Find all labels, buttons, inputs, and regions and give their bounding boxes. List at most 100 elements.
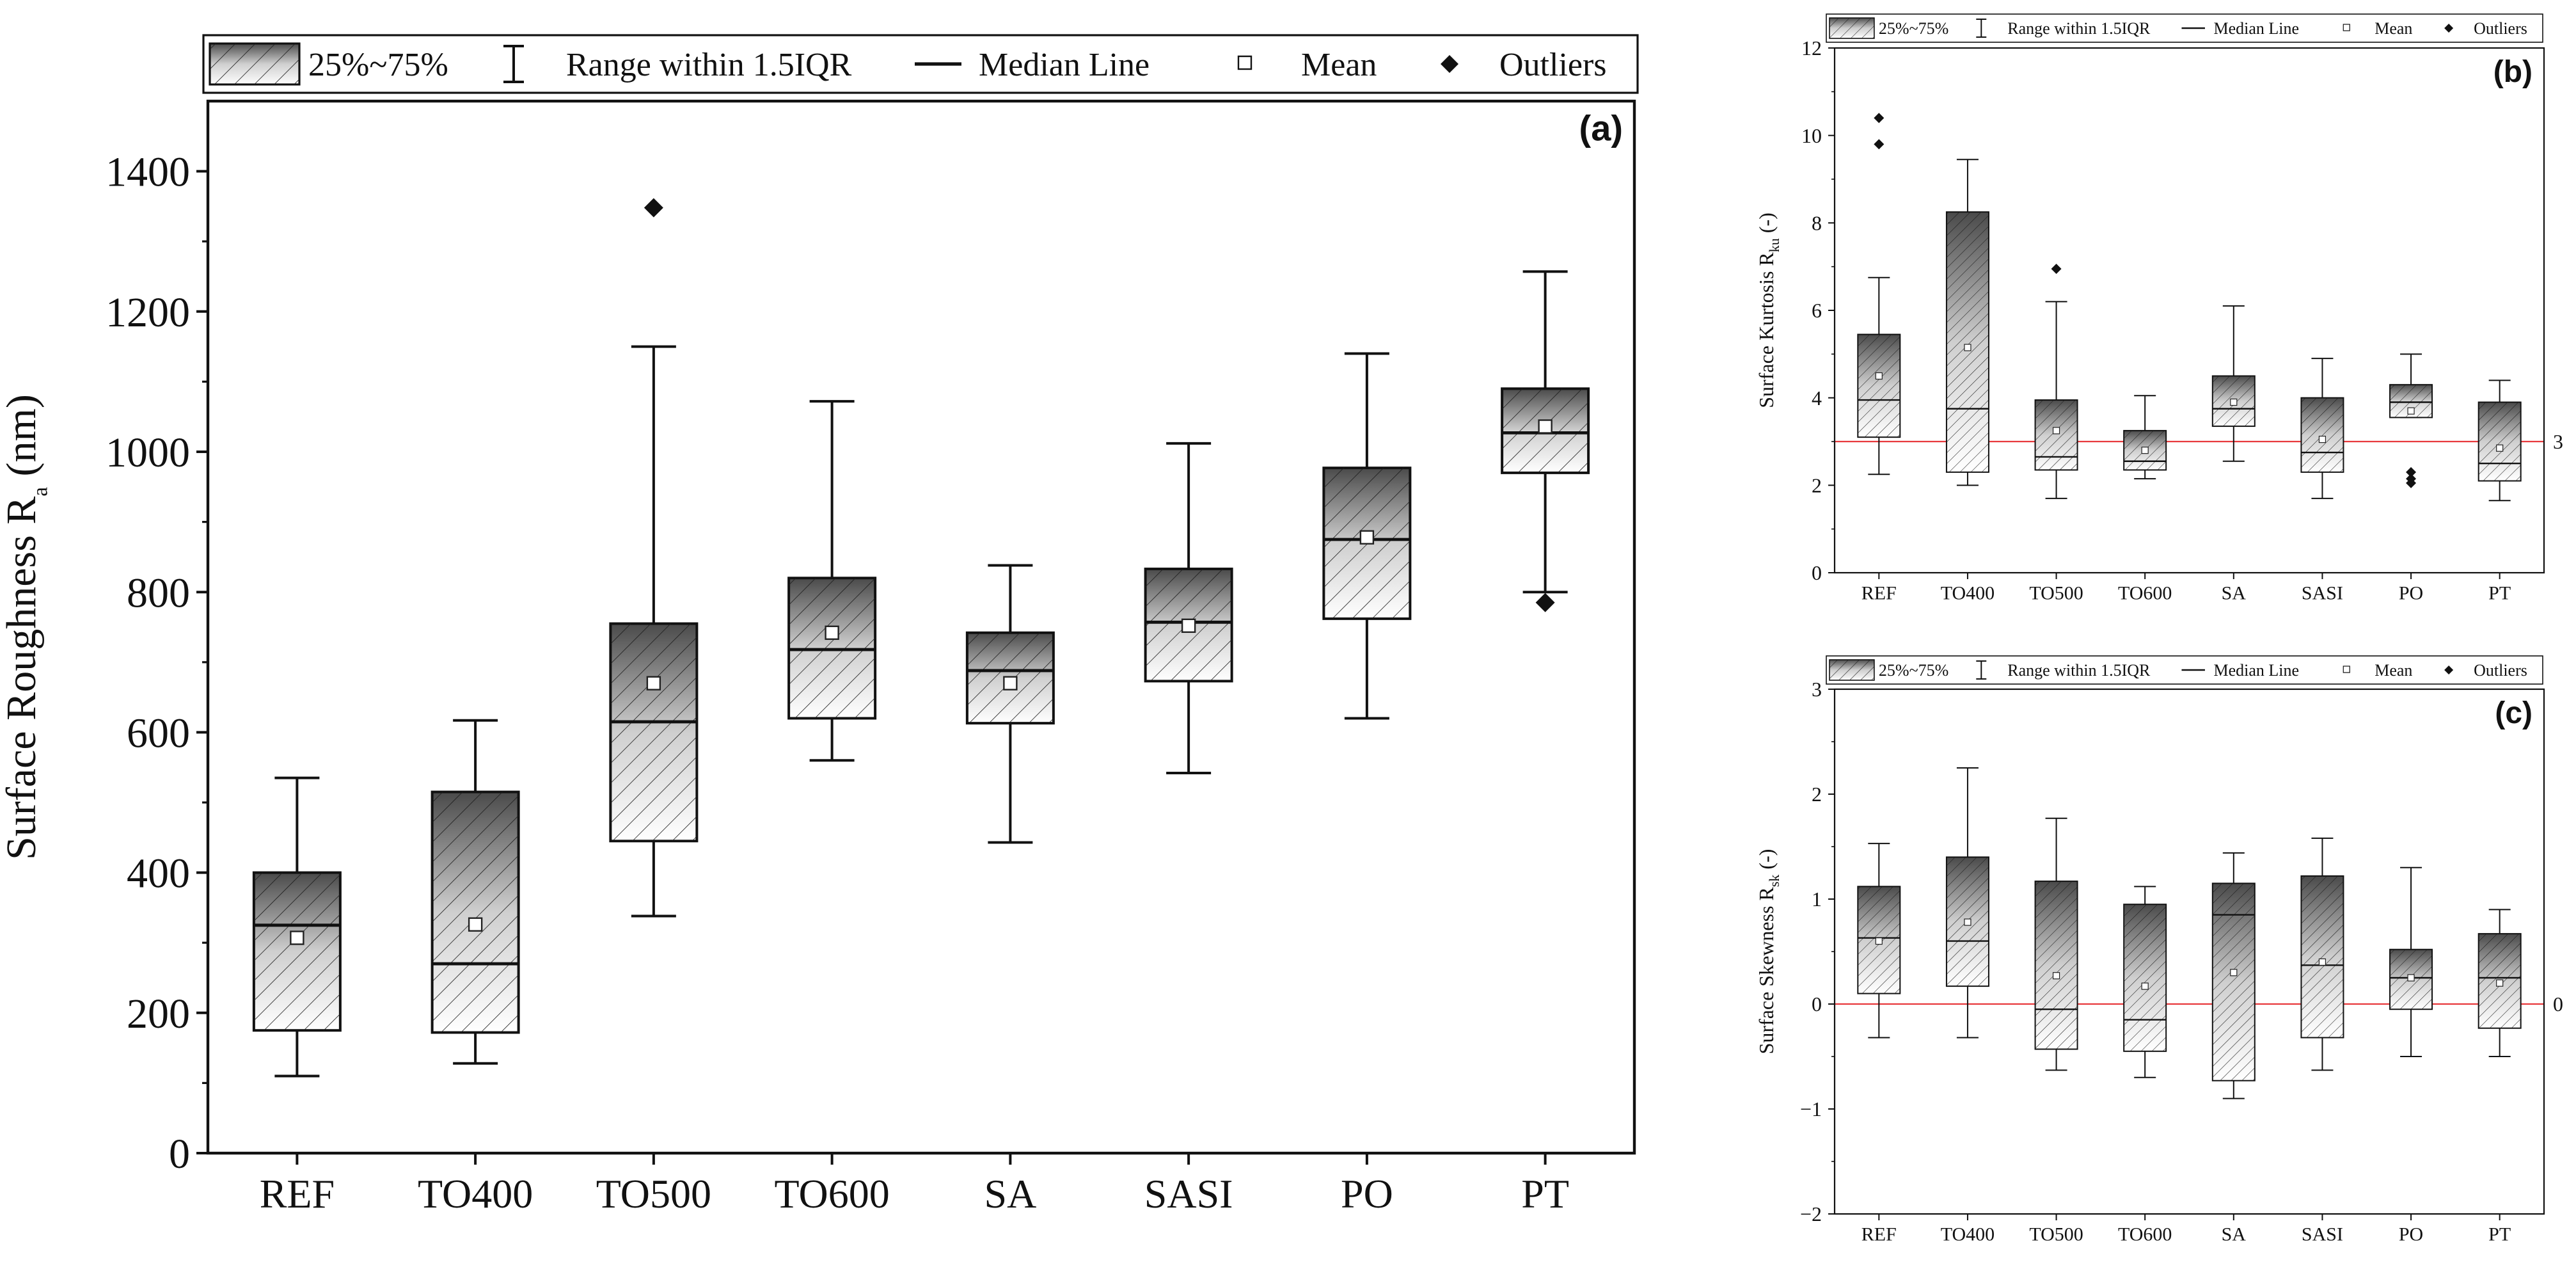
legend-b: 25%~75% Range within 1.5IQR Median Line Mea… (1826, 13, 2543, 43)
y-axis-title-subscript: sk (1766, 875, 1782, 888)
y-axis-title-unit: (-) (1755, 849, 1778, 875)
box-SA (2211, 305, 2256, 462)
legend-outlier-symbol (2444, 24, 2454, 33)
y-tick-label: 2 (1812, 474, 1822, 497)
y-axis-title-main: Surface Kurtosis R (1755, 252, 1778, 408)
box-hatch (2301, 875, 2344, 1038)
x-tick-label: TO400 (1941, 1224, 1995, 1245)
legend-mean-label: Mean (2375, 19, 2412, 38)
box-hatch (2478, 402, 2521, 481)
y-tick-label: 3 (1812, 678, 1822, 701)
legend-outlier-label: Outliers (1499, 47, 1607, 83)
box-TO500 (609, 198, 699, 918)
y-tick-label: 400 (127, 850, 190, 897)
box-SASI (2300, 837, 2344, 1071)
mean-marker (2407, 974, 2415, 982)
x-tick-label: SASI (2302, 583, 2343, 604)
y-axis-title-subscript: ku (1766, 238, 1782, 252)
y-tick-label: 200 (127, 991, 190, 1037)
legend-box-label: 25%~75% (308, 47, 448, 83)
y-tick-label: 0 (1812, 561, 1822, 584)
box-TO400 (1945, 767, 1989, 1039)
mean-marker (1964, 344, 1972, 351)
legend-outlier-label: Outliers (2474, 19, 2527, 38)
box-TO400 (431, 719, 520, 1065)
x-tick-label: PT (2488, 1224, 2511, 1245)
mean-marker (1538, 419, 1553, 434)
box-hatch (2212, 883, 2255, 1081)
legend-median-label: Median Line (2213, 661, 2299, 680)
mean-marker (1964, 918, 1972, 926)
y-axis-title: Surface Kurtosis Rku (-) (1755, 212, 1782, 408)
legend-mean-label: Mean (1301, 47, 1377, 83)
box-hatch (432, 792, 519, 1033)
x-tick-label: REF (1861, 1224, 1897, 1245)
x-tick-label: PT (1521, 1171, 1569, 1216)
y-tick-label: 1200 (106, 289, 190, 336)
legend-mean-symbol (1237, 55, 1252, 70)
mean-marker (2318, 435, 2327, 443)
box-hatch (2301, 397, 2344, 472)
y-tick-label: 1 (1812, 888, 1822, 911)
y-tick-label: 600 (127, 710, 190, 757)
y-axis-title: Surface Skewness Rsk (-) (1755, 849, 1782, 1055)
box-PO (2389, 866, 2433, 1057)
x-tick-label: SA (2222, 1224, 2247, 1245)
outlier-marker (2051, 264, 2062, 275)
y-tick-label: 12 (1801, 36, 1822, 60)
y-tick-label: 1400 (106, 149, 190, 196)
box-PT (1501, 270, 1590, 612)
x-tick-label: SASI (2302, 1224, 2343, 1245)
box-TO600 (2123, 395, 2167, 480)
box-TO400 (1945, 159, 1989, 486)
outlier-marker (1874, 113, 1885, 124)
mean-marker (290, 930, 304, 945)
plot-frame (1833, 47, 2545, 574)
box-REF (1857, 113, 1901, 475)
x-tick-label: REF (260, 1171, 335, 1216)
box-TO500 (2034, 264, 2078, 499)
x-tick-label: PO (1341, 1171, 1393, 1216)
y-axis-title-main: Surface Roughness R (0, 497, 45, 860)
x-tick-label: SASI (1144, 1171, 1233, 1216)
x-tick-label: TO600 (2118, 583, 2172, 604)
panel-b: 3 0 2 4 6 8 10 12 REF TO400 TO500 TO600 SA SASI PO PT (b… (1755, 36, 2563, 603)
legend-box-hatch (1829, 18, 1874, 38)
legend-outlier-symbol (1441, 55, 1458, 73)
y-axis-title: Surface Roughness Ra (nm) (0, 394, 52, 860)
outlier-marker (2406, 467, 2417, 477)
mean-marker (646, 676, 661, 690)
box-PT (2477, 909, 2522, 1057)
y-tick-label: 4 (1812, 387, 1822, 410)
legend-range-label: Range within 1.5IQR (566, 47, 852, 83)
y-axis-title-unit: (nm) (0, 394, 45, 487)
outlier-marker (1535, 593, 1555, 612)
mean-marker (2318, 958, 2327, 966)
x-tick-label: REF (1861, 583, 1897, 604)
x-tick-label: PT (2488, 583, 2511, 604)
box-SASI (2300, 358, 2344, 499)
outlier-marker (644, 198, 663, 218)
y-tick-label: 0 (1812, 993, 1822, 1016)
legend-a: 25%~75% Range within 1.5IQR Median Line Mea… (202, 34, 1639, 94)
x-tick-label: SA (2222, 583, 2247, 604)
box-PO (1322, 352, 1412, 720)
legend-box-hatch (1829, 660, 1874, 680)
outlier-marker (2406, 474, 2417, 484)
box-TO600 (2123, 886, 2167, 1078)
box-PT (2477, 379, 2522, 502)
legend-mean-label: Mean (2375, 661, 2412, 680)
box-REF (252, 776, 342, 1078)
y-tick-label: 6 (1812, 299, 1822, 322)
box-hatch (1946, 212, 1989, 472)
y-tick-label: 800 (127, 570, 190, 616)
box-hatch (2035, 400, 2078, 470)
y-tick-label: 8 (1812, 212, 1822, 235)
box-SASI (1144, 442, 1233, 774)
legend-median-label: Median Line (979, 47, 1150, 83)
y-axis-title-unit: (-) (1755, 212, 1778, 238)
mean-marker (2407, 407, 2415, 415)
legend-mean-symbol (2343, 24, 2350, 31)
x-tick-label: TO600 (2118, 1224, 2172, 1245)
